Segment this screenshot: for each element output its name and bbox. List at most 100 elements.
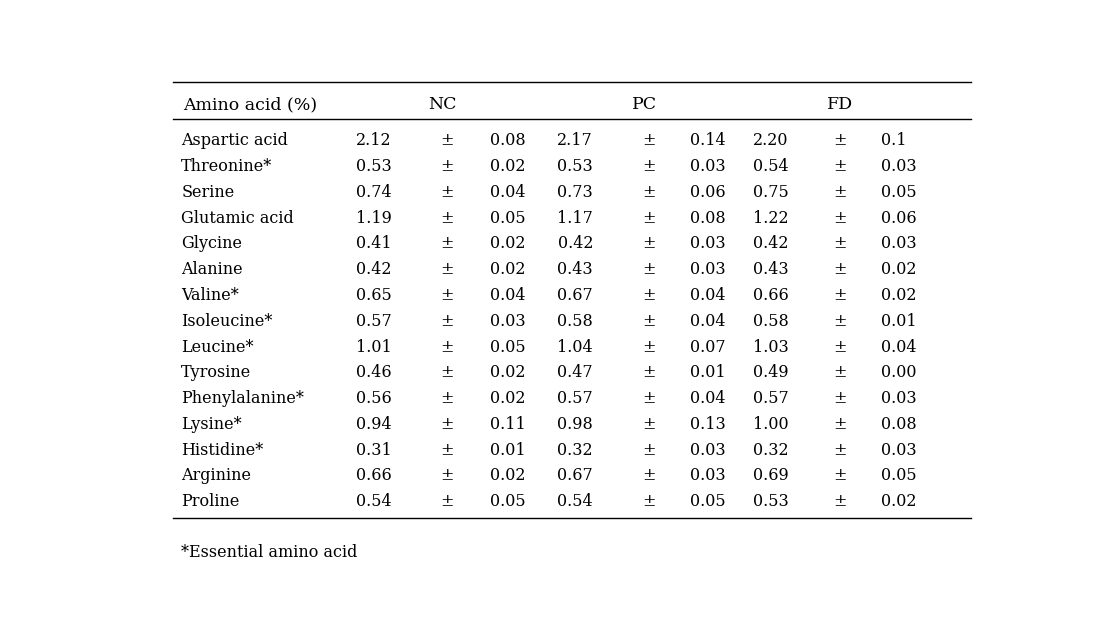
Text: 0.67: 0.67: [557, 467, 593, 484]
Text: ±: ±: [441, 261, 454, 278]
Text: 0.01: 0.01: [490, 441, 526, 459]
Text: 0.03: 0.03: [690, 467, 726, 484]
Text: Alanine: Alanine: [182, 261, 242, 278]
Text: 0.02: 0.02: [490, 390, 526, 407]
Text: Glutamic acid: Glutamic acid: [182, 210, 294, 227]
Text: 0.04: 0.04: [490, 287, 526, 304]
Text: 0.07: 0.07: [690, 339, 726, 355]
Text: 0.03: 0.03: [690, 261, 726, 278]
Text: 0.01: 0.01: [690, 365, 726, 381]
Text: 0.58: 0.58: [753, 312, 788, 330]
Text: 0.98: 0.98: [557, 416, 593, 433]
Text: ±: ±: [441, 390, 454, 407]
Text: FD: FD: [827, 96, 853, 113]
Text: ±: ±: [642, 158, 655, 175]
Text: 0.69: 0.69: [753, 467, 788, 484]
Text: ±: ±: [834, 416, 847, 433]
Text: 0.94: 0.94: [355, 416, 392, 433]
Text: 0.57: 0.57: [557, 390, 593, 407]
Text: Phenylalanine*: Phenylalanine*: [182, 390, 304, 407]
Text: ±: ±: [441, 210, 454, 227]
Text: PC: PC: [632, 96, 658, 113]
Text: 0.13: 0.13: [690, 416, 726, 433]
Text: 0.04: 0.04: [881, 339, 917, 355]
Text: NC: NC: [428, 96, 457, 113]
Text: 0.03: 0.03: [690, 441, 726, 459]
Text: ±: ±: [834, 287, 847, 304]
Text: ±: ±: [642, 365, 655, 381]
Text: ±: ±: [834, 494, 847, 510]
Text: ±: ±: [834, 467, 847, 484]
Text: 0.42: 0.42: [356, 261, 392, 278]
Text: ±: ±: [441, 236, 454, 252]
Text: 0.56: 0.56: [355, 390, 392, 407]
Text: ±: ±: [441, 365, 454, 381]
Text: 0.02: 0.02: [490, 261, 526, 278]
Text: 0.02: 0.02: [490, 236, 526, 252]
Text: 0.04: 0.04: [490, 184, 526, 201]
Text: ±: ±: [441, 494, 454, 510]
Text: 2.20: 2.20: [753, 132, 788, 149]
Text: ±: ±: [834, 261, 847, 278]
Text: 0.54: 0.54: [558, 494, 593, 510]
Text: 0.43: 0.43: [753, 261, 788, 278]
Text: 1.17: 1.17: [557, 210, 593, 227]
Text: 0.66: 0.66: [753, 287, 788, 304]
Text: 0.04: 0.04: [690, 287, 725, 304]
Text: 0.31: 0.31: [355, 441, 392, 459]
Text: 1.19: 1.19: [355, 210, 392, 227]
Text: ±: ±: [834, 365, 847, 381]
Text: 0.02: 0.02: [881, 261, 917, 278]
Text: 0.57: 0.57: [753, 390, 788, 407]
Text: ±: ±: [642, 287, 655, 304]
Text: *Essential amino acid: *Essential amino acid: [182, 544, 358, 561]
Text: 0.41: 0.41: [355, 236, 392, 252]
Text: 0.01: 0.01: [881, 312, 917, 330]
Text: ±: ±: [834, 390, 847, 407]
Text: ±: ±: [441, 416, 454, 433]
Text: ±: ±: [642, 494, 655, 510]
Text: 0.06: 0.06: [690, 184, 726, 201]
Text: ±: ±: [642, 390, 655, 407]
Text: ±: ±: [441, 441, 454, 459]
Text: ±: ±: [642, 339, 655, 355]
Text: 0.03: 0.03: [881, 390, 917, 407]
Text: Leucine*: Leucine*: [182, 339, 254, 355]
Text: 0.46: 0.46: [355, 365, 392, 381]
Text: 0.53: 0.53: [753, 494, 788, 510]
Text: 1.22: 1.22: [753, 210, 788, 227]
Text: 0.74: 0.74: [355, 184, 392, 201]
Text: Arginine: Arginine: [182, 467, 251, 484]
Text: 0.06: 0.06: [881, 210, 917, 227]
Text: 0.02: 0.02: [490, 158, 526, 175]
Text: ±: ±: [642, 132, 655, 149]
Text: 0.14: 0.14: [690, 132, 726, 149]
Text: 0.02: 0.02: [490, 467, 526, 484]
Text: 1.00: 1.00: [753, 416, 788, 433]
Text: ±: ±: [441, 287, 454, 304]
Text: ±: ±: [441, 184, 454, 201]
Text: ±: ±: [642, 261, 655, 278]
Text: 2.12: 2.12: [355, 132, 392, 149]
Text: ±: ±: [441, 312, 454, 330]
Text: 0.05: 0.05: [490, 339, 526, 355]
Text: 0.03: 0.03: [690, 236, 726, 252]
Text: ±: ±: [834, 339, 847, 355]
Text: 0.05: 0.05: [490, 494, 526, 510]
Text: 0.05: 0.05: [490, 210, 526, 227]
Text: ±: ±: [834, 158, 847, 175]
Text: 0.03: 0.03: [690, 158, 726, 175]
Text: 0.54: 0.54: [355, 494, 392, 510]
Text: ±: ±: [642, 416, 655, 433]
Text: 0.04: 0.04: [690, 312, 725, 330]
Text: 1.03: 1.03: [753, 339, 788, 355]
Text: ±: ±: [834, 184, 847, 201]
Text: 0.05: 0.05: [881, 184, 917, 201]
Text: ±: ±: [642, 312, 655, 330]
Text: ±: ±: [834, 132, 847, 149]
Text: 2.17: 2.17: [557, 132, 593, 149]
Text: 0.43: 0.43: [558, 261, 593, 278]
Text: 0.03: 0.03: [881, 158, 917, 175]
Text: 0.49: 0.49: [753, 365, 788, 381]
Text: 0.66: 0.66: [355, 467, 392, 484]
